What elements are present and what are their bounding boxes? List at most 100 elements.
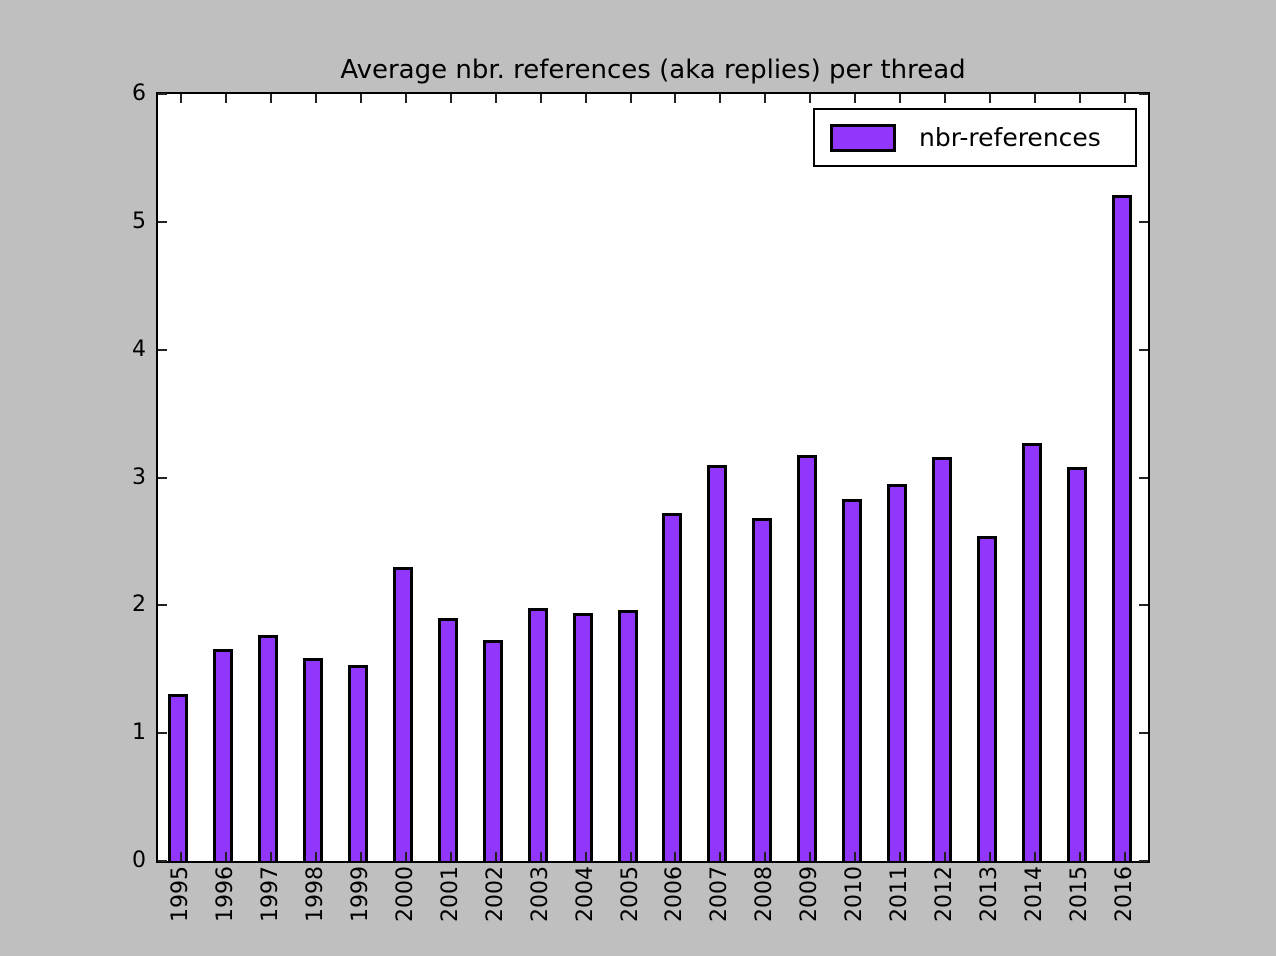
x-axis-tick-bottom: [359, 852, 362, 861]
x-axis-tick-top: [180, 94, 182, 103]
x-axis-tick-bottom: [314, 852, 317, 861]
y-tick-label: 1: [132, 720, 146, 746]
x-axis-tick-top: [494, 94, 497, 103]
x-tick-label: 2016: [1112, 866, 1137, 922]
x-axis-tick-top: [989, 94, 992, 103]
bar-2011: [887, 483, 908, 861]
x-axis-tick-bottom: [674, 852, 677, 861]
y-axis-tick-right: [1139, 732, 1148, 735]
x-axis-tick-top: [854, 94, 857, 103]
bar-2006: [662, 513, 683, 861]
bar-2004: [572, 613, 593, 861]
y-tick-label: 6: [132, 81, 146, 106]
x-axis-tick-top: [584, 94, 587, 103]
bar-2003: [527, 607, 548, 861]
x-axis-tick-bottom: [719, 852, 722, 861]
x-tick-label: 2012: [932, 866, 958, 922]
x-tick-label: 2006: [662, 866, 688, 922]
y-axis-tick-right: [1139, 348, 1148, 351]
x-tick-label: 2001: [437, 866, 463, 922]
x-axis-tick-top: [1124, 94, 1126, 103]
bar-2000: [392, 566, 413, 861]
x-axis-tick-top: [314, 94, 317, 103]
bar-2014: [1022, 443, 1043, 861]
bar-2002: [482, 639, 503, 861]
y-axis-tick-right: [1139, 93, 1148, 95]
x-tick-label: 2008: [752, 866, 778, 922]
x-axis-tick-bottom: [1124, 852, 1126, 861]
x-axis-tick-bottom: [899, 852, 902, 861]
x-tick-label: 2010: [842, 866, 868, 922]
x-tick-label: 2000: [392, 866, 418, 922]
legend-label: nbr-references: [919, 123, 1101, 152]
x-tick-label: 2013: [977, 866, 1003, 922]
x-tick-label: 1999: [347, 866, 373, 922]
x-tick-label: 2007: [707, 866, 733, 922]
y-tick-label: 0: [132, 848, 146, 873]
x-axis-tick-bottom: [764, 852, 767, 861]
bar-2012: [932, 457, 953, 861]
x-axis-tick-bottom: [989, 852, 992, 861]
bar-2010: [842, 499, 863, 861]
x-axis-tick-bottom: [224, 852, 227, 861]
y-tick-label: 4: [132, 336, 146, 362]
x-axis-tick-bottom: [944, 852, 947, 861]
plot-area: [156, 92, 1150, 863]
bar-2005: [617, 610, 638, 861]
bar-2007: [707, 464, 728, 861]
y-axis-tick-left: [158, 348, 167, 351]
bar-1999: [347, 665, 368, 861]
x-tick-label: 1996: [212, 866, 238, 922]
y-axis-tick-left: [158, 604, 167, 607]
y-axis-tick-left: [158, 220, 167, 223]
x-axis-tick-bottom: [809, 852, 812, 861]
x-tick-label: 1998: [302, 866, 328, 922]
x-tick-label: 2014: [1022, 866, 1048, 922]
bar-1997: [257, 634, 278, 861]
x-axis-tick-top: [944, 94, 947, 103]
x-tick-label: 1997: [257, 866, 283, 922]
bar-2015: [1067, 467, 1088, 861]
y-axis-tick-right: [1139, 220, 1148, 223]
x-axis-tick-top: [224, 94, 227, 103]
x-axis-tick-top: [1079, 94, 1082, 103]
bar-1995: [168, 693, 188, 861]
x-tick-label: 2002: [482, 866, 508, 922]
x-axis-tick-bottom: [449, 852, 452, 861]
x-tick-label: 2009: [797, 866, 823, 922]
x-tick-label: 2005: [617, 866, 643, 922]
y-axis-tick-right: [1139, 604, 1148, 607]
x-tick-label: 2004: [572, 866, 598, 922]
x-axis-tick-bottom: [629, 852, 632, 861]
x-axis-tick-top: [404, 94, 407, 103]
x-axis-tick-bottom: [1079, 852, 1082, 861]
x-axis-tick-top: [719, 94, 722, 103]
bar-1996: [212, 648, 233, 861]
x-axis-tick-top: [764, 94, 767, 103]
x-axis-tick-bottom: [180, 852, 182, 861]
x-axis-tick-top: [674, 94, 677, 103]
x-axis-tick-top: [1034, 94, 1037, 103]
y-tick-label: 3: [132, 464, 146, 490]
x-axis-tick-bottom: [539, 852, 542, 861]
x-axis-tick-bottom: [854, 852, 857, 861]
x-axis-tick-top: [899, 94, 902, 103]
x-axis-tick-top: [539, 94, 542, 103]
bar-1998: [302, 657, 323, 861]
legend-swatch: [830, 123, 896, 152]
bar-2008: [752, 518, 773, 861]
y-axis-tick-left: [158, 476, 167, 479]
y-tick-label: 5: [132, 208, 146, 234]
y-axis-tick-right: [1139, 476, 1148, 479]
y-axis-tick-right: [1139, 860, 1148, 862]
y-axis-tick-left: [158, 860, 167, 862]
bar-2013: [977, 536, 998, 861]
x-tick-label: 2015: [1067, 866, 1093, 922]
chart-title: Average nbr. references (aka replies) pe…: [340, 55, 966, 85]
y-axis-tick-left: [158, 93, 167, 95]
x-tick-label: 2011: [887, 866, 913, 922]
x-tick-label: 1995: [168, 866, 193, 922]
x-axis-tick-bottom: [494, 852, 497, 861]
x-axis-tick-top: [629, 94, 632, 103]
x-axis-tick-bottom: [404, 852, 407, 861]
